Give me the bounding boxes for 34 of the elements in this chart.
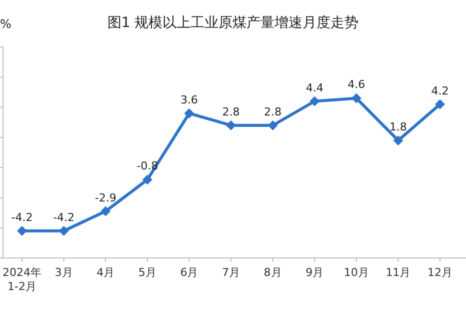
- x-tick-label: 3月: [54, 266, 73, 279]
- data-label: 1.8: [389, 120, 407, 134]
- point: [184, 108, 194, 118]
- x-tick-label: 10月: [344, 266, 369, 279]
- x-tick-label: 12月: [428, 266, 452, 279]
- data-label: 2.8: [264, 105, 282, 118]
- y-axis-title: %: [0, 17, 12, 31]
- data-label: -2.9: [94, 191, 116, 204]
- data-label: 2.8: [222, 105, 240, 118]
- point: [100, 206, 111, 216]
- point: [435, 99, 445, 110]
- point: [351, 93, 362, 104]
- point: [310, 96, 320, 106]
- point: [393, 135, 404, 146]
- data-label: -4.2: [53, 210, 75, 224]
- point: [226, 120, 236, 130]
- x-tick-label: 5月: [138, 266, 156, 279]
- chart-title: 图1 规模以上工业原煤产量增速月度走势: [107, 15, 359, 31]
- point: [268, 120, 278, 130]
- x-tick-label: 6月: [180, 266, 198, 279]
- data-label: 3.6: [180, 93, 198, 106]
- point: [58, 226, 69, 236]
- data-label: 4.2: [431, 84, 449, 98]
- x-tick-label: 7月: [222, 266, 240, 279]
- data-label: 4.6: [348, 78, 366, 92]
- point: [142, 174, 152, 185]
- x-tick-label: 9月: [306, 266, 324, 279]
- x-tick-label: 4月: [96, 266, 115, 279]
- x-tick-label: 8月: [264, 266, 282, 279]
- x-tick-label: 2024年 1-2月: [2, 266, 42, 293]
- point: [17, 226, 27, 236]
- data-label: 4.4: [306, 81, 324, 94]
- x-tick-label: 11月: [386, 266, 411, 279]
- data-label: -4.2: [11, 210, 33, 224]
